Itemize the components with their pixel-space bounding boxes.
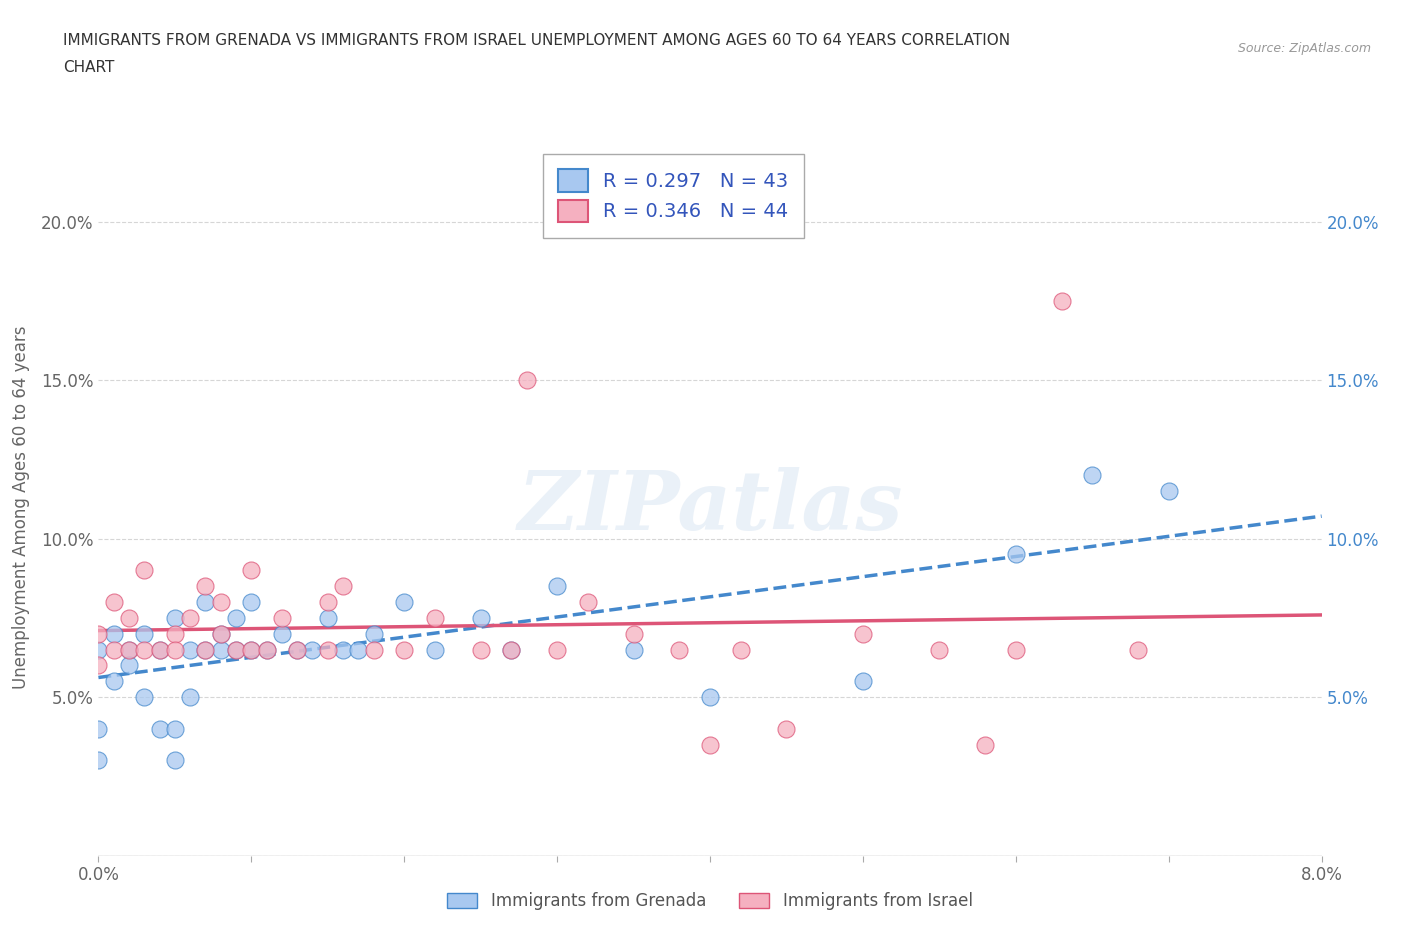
Point xyxy=(852,626,875,641)
Point xyxy=(775,722,797,737)
Point xyxy=(363,642,385,657)
Point xyxy=(1004,547,1026,562)
Point xyxy=(501,642,523,657)
Point xyxy=(134,642,156,657)
Point xyxy=(118,642,141,657)
Point xyxy=(87,658,110,672)
Point xyxy=(470,642,492,657)
Point xyxy=(103,673,125,688)
Point xyxy=(225,610,247,625)
Point xyxy=(623,642,645,657)
Point xyxy=(1050,293,1073,308)
Point xyxy=(470,610,492,625)
Point xyxy=(87,722,110,737)
Y-axis label: Unemployment Among Ages 60 to 64 years: Unemployment Among Ages 60 to 64 years xyxy=(11,326,30,688)
Point xyxy=(163,722,186,737)
Point xyxy=(149,642,172,657)
Point xyxy=(576,594,599,609)
Point xyxy=(179,642,201,657)
Point xyxy=(423,642,446,657)
Text: IMMIGRANTS FROM GRENADA VS IMMIGRANTS FROM ISRAEL UNEMPLOYMENT AMONG AGES 60 TO : IMMIGRANTS FROM GRENADA VS IMMIGRANTS FR… xyxy=(63,33,1011,47)
Point xyxy=(301,642,323,657)
Point xyxy=(332,642,354,657)
Point xyxy=(134,690,156,705)
Point xyxy=(163,626,186,641)
Point xyxy=(209,626,232,641)
Point xyxy=(730,642,752,657)
Point xyxy=(699,737,721,752)
Point xyxy=(118,658,141,672)
Point xyxy=(974,737,997,752)
Point xyxy=(118,642,141,657)
Point xyxy=(163,642,186,657)
Point xyxy=(270,610,294,625)
Point xyxy=(118,610,141,625)
Point xyxy=(668,642,690,657)
Point xyxy=(179,690,201,705)
Point xyxy=(285,642,308,657)
Point xyxy=(316,594,339,609)
Point xyxy=(256,642,278,657)
Point xyxy=(209,626,232,641)
Point xyxy=(209,642,232,657)
Point xyxy=(194,642,217,657)
Point xyxy=(285,642,308,657)
Point xyxy=(270,626,294,641)
Point xyxy=(928,642,950,657)
Point xyxy=(103,594,125,609)
Point xyxy=(149,722,172,737)
Point xyxy=(256,642,278,657)
Point xyxy=(699,690,721,705)
Point xyxy=(332,578,354,593)
Point xyxy=(179,610,201,625)
Point xyxy=(546,642,568,657)
Point xyxy=(1128,642,1150,657)
Text: ZIPatlas: ZIPatlas xyxy=(517,467,903,547)
Point xyxy=(225,642,247,657)
Point xyxy=(240,642,263,657)
Text: Source: ZipAtlas.com: Source: ZipAtlas.com xyxy=(1237,42,1371,55)
Point xyxy=(392,594,416,609)
Point xyxy=(347,642,370,657)
Point xyxy=(225,642,247,657)
Point xyxy=(852,673,875,688)
Point xyxy=(516,373,538,388)
Point xyxy=(163,610,186,625)
Point xyxy=(316,642,339,657)
Point xyxy=(316,610,339,625)
Point xyxy=(1081,468,1104,483)
Point xyxy=(240,594,263,609)
Point xyxy=(134,626,156,641)
Point xyxy=(501,642,523,657)
Point xyxy=(87,626,110,641)
Point xyxy=(1004,642,1026,657)
Point xyxy=(149,642,172,657)
Point xyxy=(546,578,568,593)
Point xyxy=(1157,484,1180,498)
Point xyxy=(623,626,645,641)
Legend: Immigrants from Grenada, Immigrants from Israel: Immigrants from Grenada, Immigrants from… xyxy=(440,885,980,917)
Point xyxy=(194,578,217,593)
Point xyxy=(134,563,156,578)
Text: CHART: CHART xyxy=(63,60,115,75)
Point xyxy=(363,626,385,641)
Point xyxy=(240,563,263,578)
Point xyxy=(209,594,232,609)
Point xyxy=(103,626,125,641)
Point xyxy=(163,753,186,768)
Point xyxy=(392,642,416,657)
Point xyxy=(87,642,110,657)
Point xyxy=(240,642,263,657)
Point xyxy=(194,594,217,609)
Point xyxy=(194,642,217,657)
Point xyxy=(423,610,446,625)
Point xyxy=(103,642,125,657)
Point xyxy=(87,753,110,768)
